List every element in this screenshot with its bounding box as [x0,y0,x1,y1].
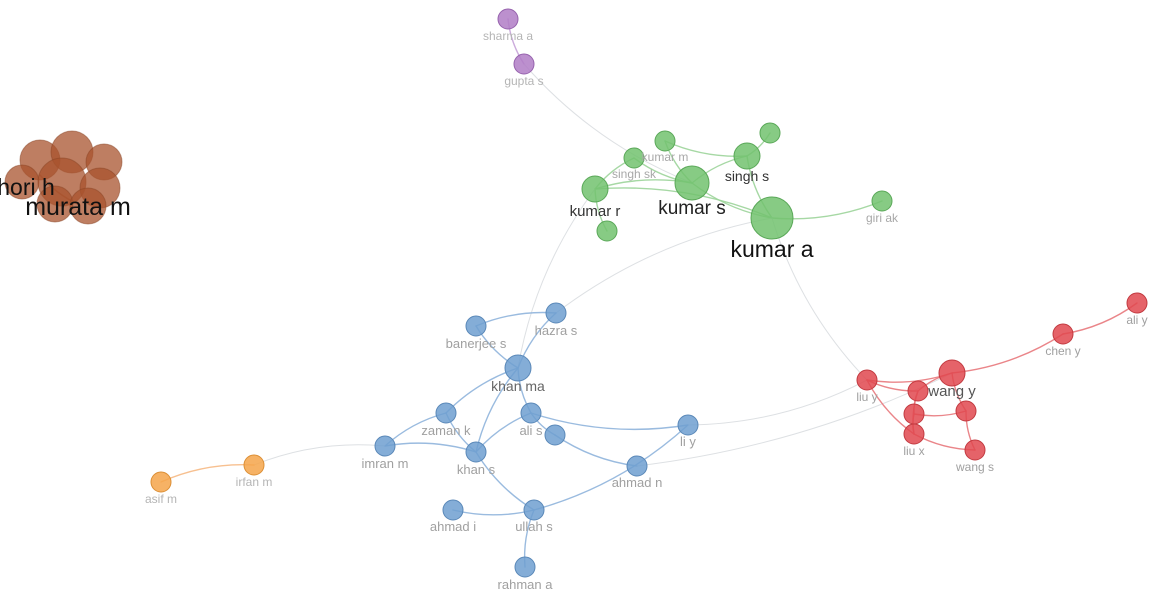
node-ali-s[interactable] [520,402,542,424]
node-gupta-s[interactable] [513,53,535,75]
node-green-top[interactable] [759,122,781,144]
label-singh-s: singh s [725,168,769,184]
edge-ali-s-li-y [530,412,689,431]
node-blue-mid[interactable] [544,424,566,446]
label-kumar-m: kumar m [642,150,689,164]
node-layer [150,8,1148,578]
edge-ullah-s-li-y [533,424,689,511]
node-kumar-m[interactable] [654,130,676,152]
label-ahmad-i: ahmad i [430,519,476,534]
label-hori-h: hori h [0,174,55,200]
label-rahman-a: rahman a [498,577,554,592]
label-chen-y: chen y [1045,344,1080,358]
label-ahmad-n: ahmad n [612,475,663,490]
node-red-a[interactable] [907,380,929,402]
label-sharma-a: sharma a [483,29,533,43]
node-khan-s[interactable] [465,441,487,463]
label-ali-s: ali s [519,423,543,438]
node-liu-x[interactable] [903,423,925,445]
node-ullah-s[interactable] [523,499,545,521]
node-irfan-m[interactable] [243,454,265,476]
node-rahman-a[interactable] [514,556,536,578]
label-giri-ak: giri ak [866,211,899,225]
label-wang-s: wang s [955,460,994,474]
node-liu-y[interactable] [856,369,878,391]
node-asif-m[interactable] [150,471,172,493]
node-chen-y[interactable] [1052,323,1074,345]
edge-layer [39,18,1138,568]
label-kumar-s: kumar s [658,198,726,219]
node-kumar-s[interactable] [674,165,710,201]
label-irfan-m: irfan m [236,475,273,489]
label-wang-y: wang y [927,383,976,400]
label-asif-m: asif m [145,492,177,506]
label-murata-m: murata m [25,193,131,221]
label-li-y: li y [680,434,696,449]
node-singh-s[interactable] [733,142,761,170]
edge-khan-s-imran-m [384,442,477,453]
node-kumar-a[interactable] [750,196,794,240]
label-kumar-r: kumar r [570,203,621,220]
edge-ahmad-i-ullah-s [452,509,535,516]
node-khan-ma[interactable] [504,354,532,382]
label-zaman-k: zaman k [421,423,471,438]
edge-kumar-r-khan-ma [517,188,596,369]
node-ali-y[interactable] [1126,292,1148,314]
node-green-low[interactable] [596,220,618,242]
edge-gupta-s-kumar-s [523,63,693,184]
label-kumar-a: kumar a [730,236,813,262]
label-khan-s: khan s [457,462,496,477]
node-singh-sk[interactable] [623,147,645,169]
edge-kumar-a-hazra-s [555,217,773,314]
label-singh-sk: singh sk [612,167,657,181]
node-imran-m[interactable] [374,435,396,457]
edge-li-y-liu-y [687,379,868,426]
label-banerjee-s: banerjee s [446,336,507,351]
label-liu-x: liu x [903,444,924,458]
node-wang-y[interactable] [938,359,966,387]
label-ali-y: ali y [1126,313,1147,327]
brown-cluster-blob [4,130,123,225]
label-imran-m: imran m [362,456,409,471]
node-banerjee-s[interactable] [465,315,487,337]
node-hazra-s[interactable] [545,302,567,324]
node-red-b[interactable] [903,403,925,425]
label-khan-ma: khan ma [491,378,545,394]
label-liu-y: liu y [856,390,877,404]
node-wang-s[interactable] [964,439,986,461]
node-giri-ak[interactable] [871,190,893,212]
edge-kumar-a-liu-y [771,217,868,381]
brown-cluster-disc-7 [69,187,107,225]
edge-imran-m-irfan-m [253,444,386,466]
label-layer: sharma a gupta s kumar m singh sk singh s kum… [0,29,1148,592]
label-ullah-s: ullah s [515,519,553,534]
node-red-c[interactable] [955,400,977,422]
edge-blue-mid-ahmad-n [554,434,638,467]
label-gupta-s: gupta s [504,74,543,88]
node-ahmad-i[interactable] [442,499,464,521]
label-hazra-s: hazra s [535,323,578,338]
node-ahmad-n[interactable] [626,455,648,477]
node-zaman-k[interactable] [435,402,457,424]
node-sharma-a[interactable] [497,8,519,30]
node-li-y[interactable] [677,414,699,436]
node-kumar-r[interactable] [581,175,609,203]
edge-khan-s-ullah-s [475,451,535,511]
